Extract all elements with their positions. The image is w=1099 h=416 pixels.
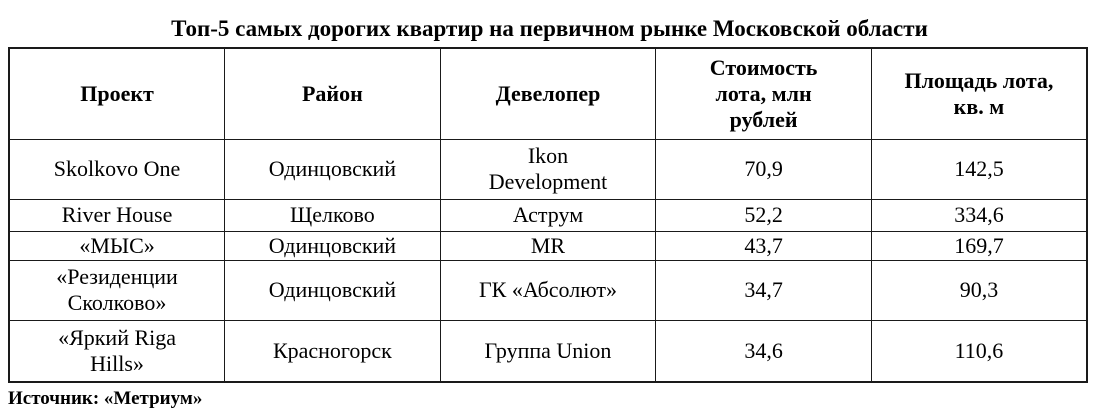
cell-project: Skolkovo One xyxy=(8,138,226,200)
header-lot-price: Стоимость лота, млн рублей xyxy=(655,47,872,140)
cell-developer: Ikon Development xyxy=(439,138,657,200)
cell-lot-area: 142,5 xyxy=(870,138,1088,200)
cell-district: Щелково xyxy=(224,198,441,232)
cell-developer: MR xyxy=(439,230,657,261)
cell-district: Красногорск xyxy=(224,319,441,383)
cell-developer: Аструм xyxy=(439,198,657,232)
cell-district: Одинцовский xyxy=(224,259,441,321)
cell-lot-price: 34,7 xyxy=(655,259,872,321)
cell-developer: Группа Union xyxy=(439,319,657,383)
header-row: Проект Район Девелопер Стоимость лота, м… xyxy=(8,47,1088,140)
cell-developer: ГК «Абсолют» xyxy=(439,259,657,321)
header-lot-area: Площадь лота, кв. м xyxy=(870,47,1088,140)
cell-lot-area: 110,6 xyxy=(870,319,1088,383)
cell-lot-area: 169,7 xyxy=(870,230,1088,261)
top5-apartments-table: Проект Район Девелопер Стоимость лота, м… xyxy=(8,47,1088,383)
table-title: Топ-5 самых дорогих квартир на первичном… xyxy=(171,16,928,41)
header-developer: Девелопер xyxy=(439,47,657,140)
cell-project: «Резиденции Сколково» xyxy=(8,259,226,321)
header-project: Проект xyxy=(8,47,226,140)
cell-lot-price: 52,2 xyxy=(655,198,872,232)
cell-lot-price: 43,7 xyxy=(655,230,872,261)
cell-district: Одинцовский xyxy=(224,230,441,261)
cell-lot-area: 90,3 xyxy=(870,259,1088,321)
cell-lot-price: 70,9 xyxy=(655,138,872,200)
cell-lot-price: 34,6 xyxy=(655,319,872,383)
cell-district: Одинцовский xyxy=(224,138,441,200)
source-note: Источник: «Метриум» xyxy=(8,388,203,409)
table-row: River House Щелково Аструм 52,2 334,6 xyxy=(8,198,1088,232)
cell-project: «МЫС» xyxy=(8,230,226,261)
table-row: «МЫС» Одинцовский MR 43,7 169,7 xyxy=(8,230,1088,261)
table-row: «Яркий Riga Hills» Красногорск Группа Un… xyxy=(8,319,1088,383)
table-row: Skolkovo One Одинцовский Ikon Developmen… xyxy=(8,138,1088,200)
header-district: Район xyxy=(224,47,441,140)
cell-lot-area: 334,6 xyxy=(870,198,1088,232)
cell-project: «Яркий Riga Hills» xyxy=(8,319,226,383)
cell-project: River House xyxy=(8,198,226,232)
table-row: «Резиденции Сколково» Одинцовский ГК «Аб… xyxy=(8,259,1088,321)
